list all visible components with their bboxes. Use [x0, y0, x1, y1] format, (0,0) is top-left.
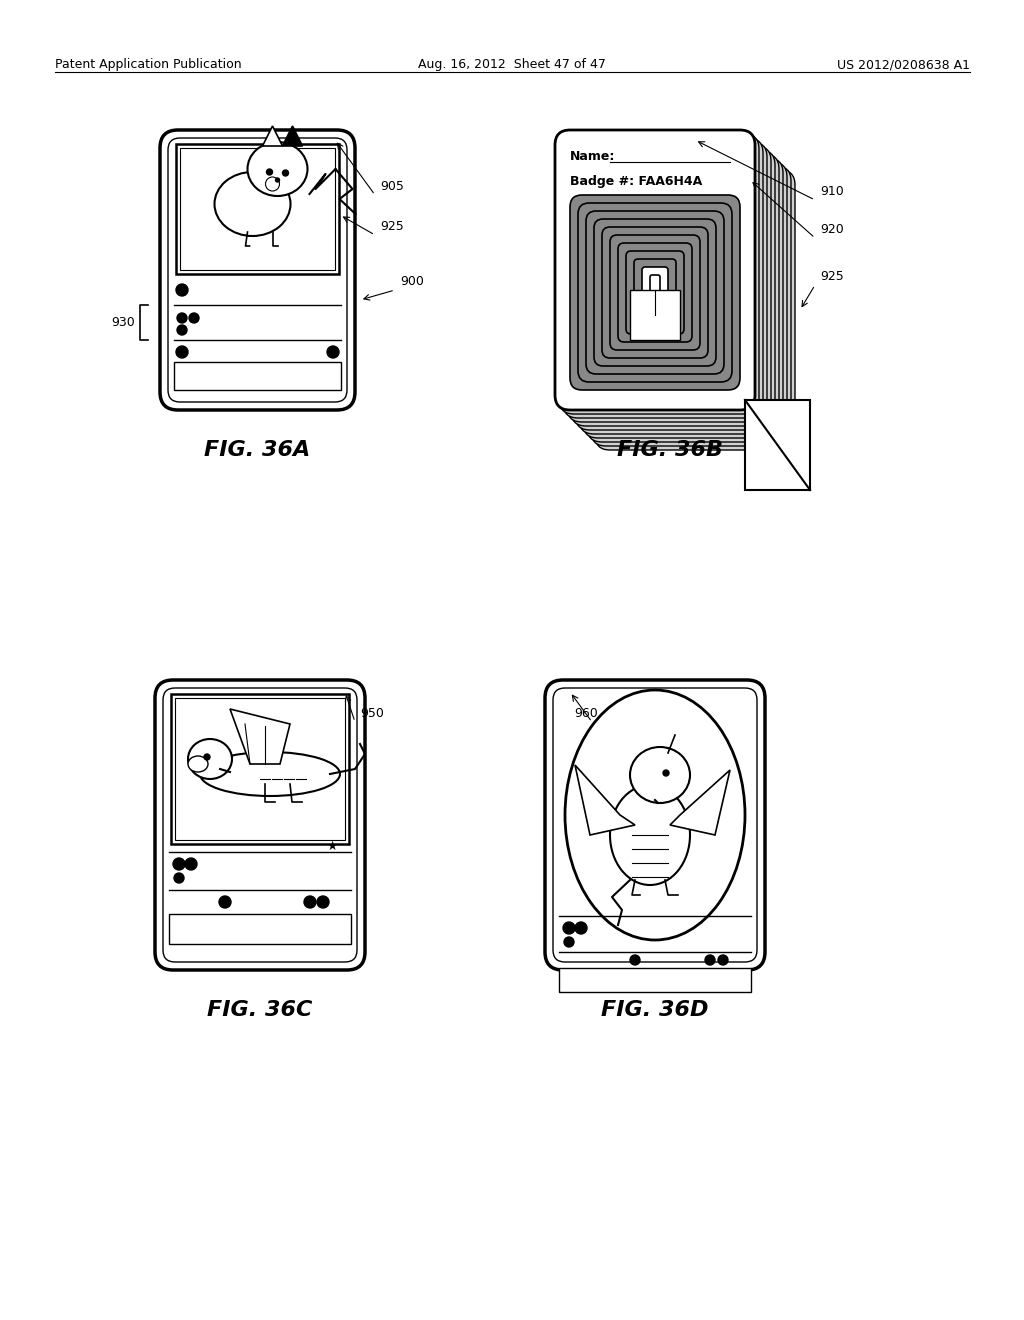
Circle shape	[663, 770, 669, 776]
Polygon shape	[745, 400, 810, 490]
Bar	[169, 913, 351, 944]
Circle shape	[304, 896, 316, 908]
Ellipse shape	[188, 739, 232, 779]
FancyBboxPatch shape	[595, 170, 795, 450]
Bar	[174, 362, 341, 389]
Ellipse shape	[565, 690, 745, 940]
Text: Name:: Name:	[570, 150, 615, 162]
Circle shape	[174, 873, 184, 883]
Circle shape	[575, 921, 587, 935]
Circle shape	[177, 313, 187, 323]
Circle shape	[204, 754, 210, 760]
Circle shape	[630, 954, 640, 965]
FancyBboxPatch shape	[563, 139, 763, 418]
Circle shape	[705, 954, 715, 965]
Circle shape	[176, 284, 188, 296]
Bar	[171, 694, 349, 843]
Text: 950: 950	[360, 708, 384, 719]
Bar	[630, 290, 680, 341]
Ellipse shape	[200, 752, 340, 796]
FancyBboxPatch shape	[578, 203, 732, 381]
Bar	[559, 968, 751, 993]
FancyBboxPatch shape	[160, 129, 355, 411]
Polygon shape	[283, 125, 302, 147]
Text: ★: ★	[326, 840, 337, 853]
FancyBboxPatch shape	[575, 150, 775, 430]
Circle shape	[177, 325, 187, 335]
Text: 920: 920	[820, 223, 844, 236]
FancyBboxPatch shape	[155, 680, 365, 970]
Polygon shape	[670, 770, 730, 836]
Polygon shape	[575, 766, 635, 836]
Polygon shape	[262, 125, 283, 147]
Circle shape	[275, 178, 280, 182]
Text: 910: 910	[820, 185, 844, 198]
FancyBboxPatch shape	[587, 162, 787, 442]
Text: 930: 930	[112, 315, 135, 329]
FancyBboxPatch shape	[650, 275, 660, 310]
FancyBboxPatch shape	[567, 143, 767, 422]
Ellipse shape	[214, 172, 291, 236]
FancyBboxPatch shape	[570, 195, 740, 389]
FancyBboxPatch shape	[559, 135, 759, 414]
FancyBboxPatch shape	[571, 147, 771, 426]
Circle shape	[219, 896, 231, 908]
Ellipse shape	[188, 756, 208, 772]
Text: 925: 925	[380, 220, 403, 234]
FancyBboxPatch shape	[163, 688, 357, 962]
FancyBboxPatch shape	[586, 211, 724, 374]
Circle shape	[185, 858, 197, 870]
Text: 905: 905	[380, 180, 403, 193]
Text: US 2012/0208638 A1: US 2012/0208638 A1	[837, 58, 970, 71]
FancyBboxPatch shape	[545, 680, 765, 970]
Text: Badge #: FAA6H4A: Badge #: FAA6H4A	[570, 176, 702, 187]
Bar	[180, 148, 335, 271]
FancyBboxPatch shape	[555, 129, 755, 411]
Text: 900: 900	[400, 275, 424, 288]
Text: Patent Application Publication: Patent Application Publication	[55, 58, 242, 71]
Circle shape	[563, 921, 575, 935]
Circle shape	[327, 346, 339, 358]
Text: FIG. 36B: FIG. 36B	[617, 440, 723, 459]
Text: 925: 925	[820, 271, 844, 282]
Circle shape	[176, 346, 188, 358]
Bar	[176, 144, 339, 275]
Ellipse shape	[248, 143, 307, 195]
Circle shape	[266, 169, 272, 176]
Text: FIG. 36D: FIG. 36D	[601, 1001, 709, 1020]
FancyBboxPatch shape	[579, 154, 779, 434]
Circle shape	[718, 954, 728, 965]
FancyBboxPatch shape	[168, 139, 347, 403]
Circle shape	[283, 170, 289, 176]
Bar	[175, 698, 345, 840]
FancyBboxPatch shape	[553, 688, 757, 962]
FancyBboxPatch shape	[583, 158, 783, 438]
Text: Aug. 16, 2012  Sheet 47 of 47: Aug. 16, 2012 Sheet 47 of 47	[418, 58, 606, 71]
Ellipse shape	[630, 747, 690, 803]
Circle shape	[189, 313, 199, 323]
FancyBboxPatch shape	[591, 166, 791, 446]
Circle shape	[317, 896, 329, 908]
Circle shape	[564, 937, 574, 946]
Text: 960: 960	[574, 708, 598, 719]
Ellipse shape	[610, 785, 690, 884]
Polygon shape	[230, 709, 290, 764]
Text: FIG. 36A: FIG. 36A	[204, 440, 310, 459]
Text: FIG. 36C: FIG. 36C	[207, 1001, 312, 1020]
Circle shape	[173, 858, 185, 870]
FancyBboxPatch shape	[642, 267, 668, 318]
